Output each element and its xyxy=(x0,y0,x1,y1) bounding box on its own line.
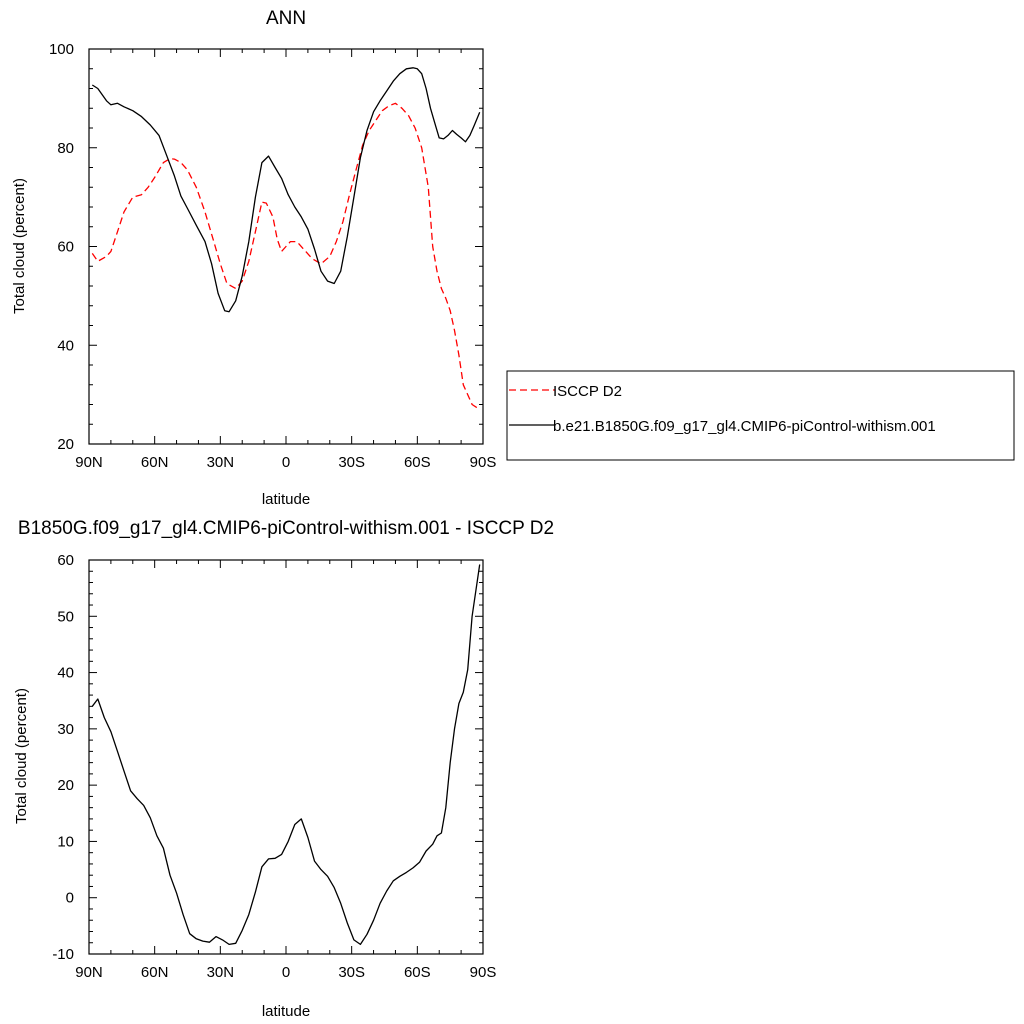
top-chart: ANN latitude Total cloud (percent) 90N 60… xyxy=(11,8,496,508)
top-chart-y-tick-label: 80 xyxy=(57,140,74,157)
bottom-chart: B1850G.f09_g17_gl4.CMIP6-piControl-withi… xyxy=(13,518,554,1020)
top-chart-y-tick-label: 60 xyxy=(57,239,74,256)
top-chart-x-tick-label: 90N xyxy=(75,454,103,471)
top-chart-x-tick-label: 90S xyxy=(470,454,497,471)
bottom-chart-title: B1850G.f09_g17_gl4.CMIP6-piControl-withi… xyxy=(18,518,554,539)
top-chart-y-tick-label: 20 xyxy=(57,436,74,453)
legend-box xyxy=(506,370,1015,461)
bottom-chart-y-tick-label: -10 xyxy=(52,946,74,963)
bottom-chart-y-tick-label: 50 xyxy=(57,608,74,625)
bottom-chart-x-tick-label: 90S xyxy=(470,964,497,981)
bottom-chart-x-tick-label: 30S xyxy=(338,964,365,981)
legend-label-isccp-d2: ISCCP D2 xyxy=(553,383,622,400)
top-chart-y-axis-label: Total cloud (percent) xyxy=(11,178,28,314)
bottom-chart-x-tick-label: 60S xyxy=(404,964,431,981)
bottom-chart-x-tick-label: 60N xyxy=(141,964,169,981)
top-chart-x-tick-label: 60S xyxy=(404,454,431,471)
top-chart-series-line-1 xyxy=(91,67,481,313)
bottom-chart-y-axis-label: Total cloud (percent) xyxy=(13,688,30,824)
top-chart-plot-frame xyxy=(88,48,484,445)
top-chart-y-tick-label: 40 xyxy=(57,337,74,354)
bottom-chart-x-tick-label: 0 xyxy=(282,964,290,981)
bottom-chart-series-line-0 xyxy=(91,564,481,946)
top-chart-x-tick-label: 30N xyxy=(207,454,235,471)
bottom-chart-y-tick-label: 10 xyxy=(57,833,74,850)
bottom-chart-y-tick-label: 40 xyxy=(57,665,74,682)
bottom-chart-y-tick-label: 20 xyxy=(57,777,74,794)
bottom-chart-y-tick-label: 60 xyxy=(57,552,74,569)
bottom-chart-x-tick-label: 90N xyxy=(75,964,103,981)
top-chart-x-tick-label: 0 xyxy=(282,454,290,471)
top-chart-y-tick-label: 100 xyxy=(49,41,74,58)
top-chart-x-axis-label: latitude xyxy=(262,491,310,508)
top-chart-x-tick-label: 30S xyxy=(338,454,365,471)
top-chart-axes: 90N 60N 30N 0 30S 60S 90S 20 40 60 80 100 xyxy=(49,41,496,471)
legend: ISCCP D2 b.e21.B1850G.f09_g17_gl4.CMIP6-… xyxy=(506,370,1015,461)
legend-label-model: b.e21.B1850G.f09_g17_gl4.CMIP6-piControl… xyxy=(553,418,936,435)
top-chart-x-tick-label: 60N xyxy=(141,454,169,471)
bottom-chart-series xyxy=(91,564,481,946)
bottom-chart-x-axis-label: latitude xyxy=(262,1003,310,1020)
top-chart-series xyxy=(91,67,481,410)
bottom-chart-y-tick-label: 30 xyxy=(57,721,74,738)
top-chart-series-line-0 xyxy=(91,102,481,410)
top-chart-title: ANN xyxy=(266,8,306,29)
bottom-chart-axes: 90N 60N 30N 0 30S 60S 90S -10 0 10 20 30 40 50 60 xyxy=(52,552,496,981)
bottom-chart-y-tick-label: 0 xyxy=(66,890,74,907)
bottom-chart-plot-frame xyxy=(88,559,484,955)
bottom-chart-x-tick-label: 30N xyxy=(207,964,235,981)
